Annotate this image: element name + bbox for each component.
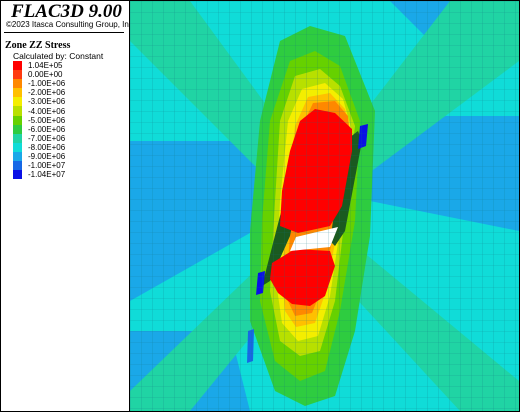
- legend-label: -7.00E+06: [28, 133, 66, 143]
- legend-swatch: [13, 170, 22, 180]
- legend-swatch: [13, 61, 22, 71]
- legend-swatch: [13, 151, 22, 162]
- legend-label: -6.00E+06: [28, 124, 66, 134]
- legend-swatch: [13, 106, 22, 116]
- legend-swatch: [13, 133, 22, 143]
- legend-label: 0.00E+00: [28, 70, 63, 80]
- model-view[interactable]: [130, 1, 519, 411]
- legend-row: 0.00E+00: [13, 70, 65, 80]
- legend-row: -3.00E+06: [13, 97, 66, 107]
- legend-swatch: [13, 161, 22, 171]
- legend-row: -9.00E+06: [13, 151, 66, 162]
- legend-label: -1.00E+06: [28, 79, 66, 89]
- legend-row: -2.00E+06: [13, 88, 66, 98]
- app-title: FLAC3D 9.00: [11, 1, 122, 22]
- legend-swatch: [13, 88, 22, 98]
- legend-row: -1.00E+07: [13, 161, 66, 171]
- legend-label: -8.00E+06: [28, 142, 66, 152]
- legend-list: 1.04E+05 0.00E+00 -1.00E+06 -2.00E+06 -3.00E…: [13, 61, 66, 180]
- legend-panel: FLAC3D 9.00 ©2023 Itasca Consulting Grou…: [1, 1, 135, 411]
- legend-title: Zone ZZ Stress: [5, 40, 71, 51]
- legend-subtitle: Calculated by: Constant: [13, 51, 104, 61]
- legend-row: 1.04E+05: [13, 61, 65, 71]
- legend-swatch: [13, 70, 22, 80]
- copyright-text: ©2023 Itasca Consulting Group, Inc.: [6, 20, 136, 29]
- zone-grid-overlay: [130, 1, 519, 411]
- legend-label: -2.00E+06: [28, 88, 66, 98]
- legend-row: -8.00E+06: [13, 142, 66, 152]
- legend-swatch: [13, 142, 22, 152]
- legend-swatch: [13, 97, 22, 107]
- legend-row: -7.00E+06: [13, 133, 66, 143]
- legend-label: -1.00E+07: [28, 161, 66, 171]
- legend-swatch: [13, 124, 22, 134]
- stress-contour-plot[interactable]: [130, 1, 519, 411]
- legend-row: -1.04E+07: [13, 170, 66, 180]
- legend-label: -9.00E+06: [28, 151, 66, 161]
- legend-label: -3.00E+06: [28, 97, 66, 107]
- legend-label: 1.04E+05: [28, 61, 63, 71]
- legend-label: -1.04E+07: [28, 170, 66, 180]
- legend-swatch: [13, 115, 22, 125]
- legend-row: -5.00E+06: [13, 115, 66, 125]
- legend-label: -4.00E+06: [28, 106, 66, 116]
- title-divider: [4, 32, 124, 33]
- legend-row: -1.00E+06: [13, 79, 66, 89]
- legend-swatch: [13, 79, 22, 89]
- legend-row: -6.00E+06: [13, 124, 66, 134]
- legend-label: -5.00E+06: [28, 115, 66, 125]
- legend-row: -4.00E+06: [13, 106, 66, 116]
